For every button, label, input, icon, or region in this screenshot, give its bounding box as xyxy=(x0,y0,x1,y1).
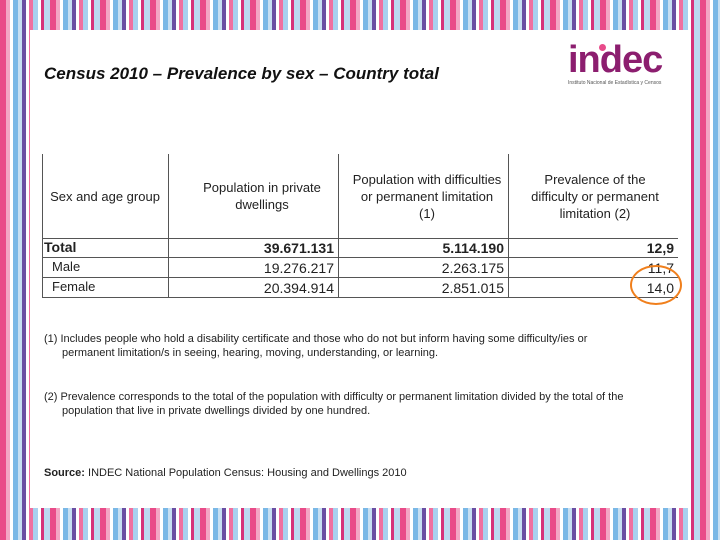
footnote-1-line-1: (1) Includes people who hold a disabilit… xyxy=(44,333,587,345)
footnote-2: (2) Prevalence corresponds to the total … xyxy=(44,390,680,418)
footnote-1: (1) Includes people who hold a disabilit… xyxy=(44,332,680,360)
logo-wordmark: indec xyxy=(568,40,678,80)
source-label: Source: xyxy=(44,467,85,479)
header-prevalence: Prevalence of the difficulty or permanen… xyxy=(520,154,670,238)
table-border-bottom xyxy=(42,297,678,298)
highlight-circle xyxy=(630,265,682,305)
footnote-2-line-2: population that live in private dwelling… xyxy=(44,404,680,418)
slide-card: Census 2010 – Prevalence by sex – Countr… xyxy=(30,30,690,508)
header-population: Population in private dwellings xyxy=(182,154,342,238)
header-sex-age: Sex and age group xyxy=(42,154,168,238)
footnote-2-line-1: (2) Prevalence corresponds to the total … xyxy=(44,391,623,403)
cell-total-population: 39.671.131 xyxy=(182,240,334,256)
source-text: INDEC National Population Census: Housin… xyxy=(85,467,407,479)
row-label-total: Total xyxy=(44,239,76,255)
row-label-female: Female xyxy=(52,279,95,294)
indec-logo: indec Instituto Nacional de Estadística … xyxy=(568,40,678,86)
header-divider xyxy=(42,238,678,239)
footnote-1-line-2: permanent limitation/s in seeing, hearin… xyxy=(44,346,680,360)
cell-total-with-difficulty: 5.114.190 xyxy=(352,240,504,256)
page-title: Census 2010 – Prevalence by sex – Countr… xyxy=(44,64,439,84)
row-divider xyxy=(42,277,678,278)
logo-dot-icon xyxy=(599,44,606,51)
cell-total-prevalence: 12,9 xyxy=(520,240,674,256)
row-divider xyxy=(42,257,678,258)
prevalence-table: Sex and age group Population in private … xyxy=(42,154,678,298)
cell-male-population: 19.276.217 xyxy=(182,260,334,276)
row-label-male: Male xyxy=(52,259,80,274)
header-with-difficulty: Population with difficulties or permanen… xyxy=(352,154,502,238)
cell-male-with-difficulty: 2.263.175 xyxy=(352,260,504,276)
source-line: Source: INDEC National Population Census… xyxy=(44,466,680,480)
cell-female-with-difficulty: 2.851.015 xyxy=(352,280,504,296)
cell-female-population: 20.394.914 xyxy=(182,280,334,296)
